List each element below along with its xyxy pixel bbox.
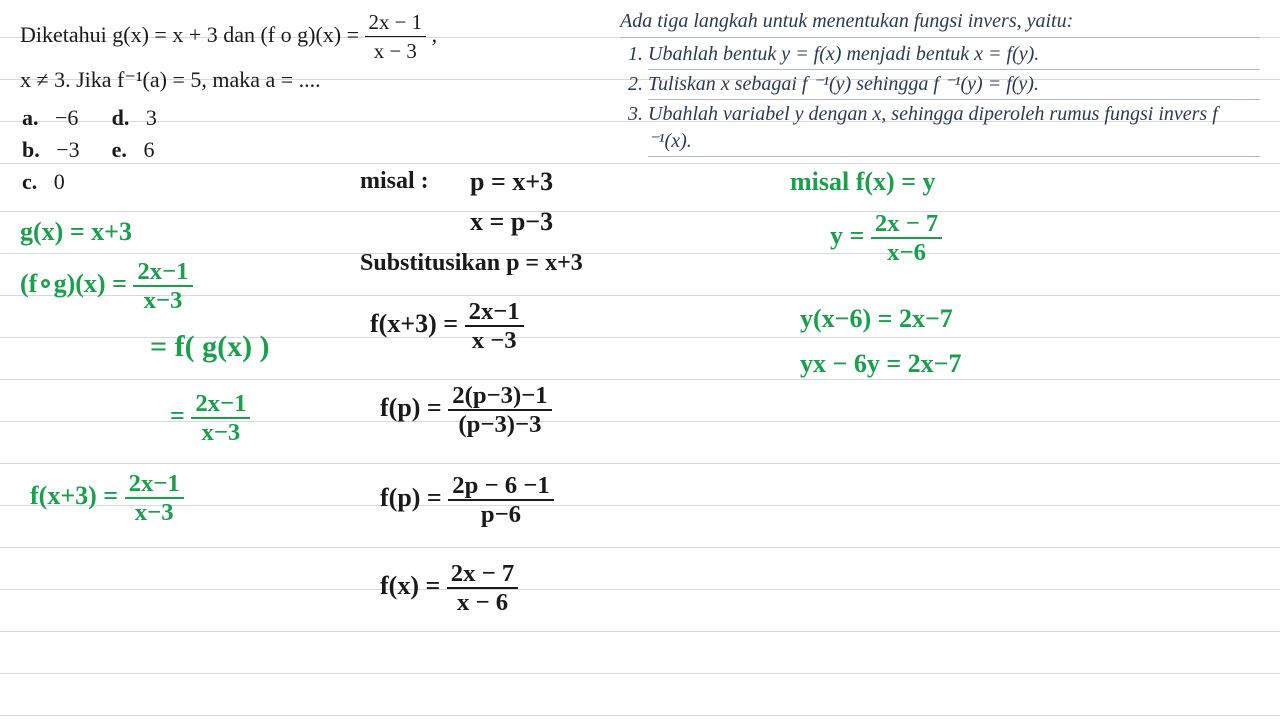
hw-g5: f(x+3) = 2x−1x−3 — [30, 470, 184, 526]
hw-g2: (f∘g)(x) = 2x−1x−3 — [20, 258, 193, 314]
choice-c: c. 0 — [22, 167, 110, 197]
hw-m0: misal : — [360, 168, 429, 194]
hw-r1: y = 2x − 7x−6 — [830, 210, 942, 266]
hint-item-1: Ubahlah bentuk y = f(x) menjadi bentuk x… — [648, 40, 1260, 70]
hw-m6: f(p) = 2p − 6 −1p−6 — [380, 472, 554, 528]
hw-r2: y(x−6) = 2x−7 — [800, 305, 953, 334]
hw-m3: Substitusikan p = x+3 — [360, 250, 583, 276]
hint-item-2: Tuliskan x sebagai f ⁻¹(y) sehingga f ⁻¹… — [648, 70, 1260, 100]
choice-a: a. −6 — [22, 103, 110, 133]
hw-m2: x = p−3 — [470, 208, 553, 237]
hw-m5: f(p) = 2(p−3)−1(p−3)−3 — [380, 382, 552, 438]
problem-fraction: 2x − 1 x − 3 — [365, 8, 427, 65]
hw-m7: f(x) = 2x − 7x − 6 — [380, 560, 518, 616]
hint-item-3: Ubahlah variabel y dengan x, sehingga di… — [648, 100, 1260, 157]
hw-m4: f(x+3) = 2x−1x −3 — [370, 298, 524, 354]
hints-block: Ada tiga langkah untuk menentukan fungsi… — [620, 8, 1260, 157]
hw-r3: yx − 6y = 2x−7 — [800, 350, 961, 379]
problem-text-pre: Diketahui g(x) = x + 3 dan (f o g)(x) = — [20, 22, 365, 47]
hw-g3: = f( g(x) ) — [150, 330, 270, 363]
problem-text-post: , — [432, 22, 438, 47]
hw-m1: p = x+3 — [470, 168, 553, 197]
choice-e: e. 6 — [112, 135, 187, 165]
hw-g1: g(x) = x+3 — [20, 218, 132, 247]
hw-r0: misal f(x) = y — [790, 168, 936, 197]
hints-title: Ada tiga langkah untuk menentukan fungsi… — [620, 8, 1260, 38]
problem-line1: Diketahui g(x) = x + 3 dan (f o g)(x) = … — [20, 8, 437, 65]
choice-d: d. 3 — [112, 103, 187, 133]
hints-list: Ubahlah bentuk y = f(x) menjadi bentuk x… — [620, 40, 1260, 157]
choice-b: b. −3 — [22, 135, 110, 165]
problem-line2: x ≠ 3. Jika f⁻¹(a) = 5, maka a = .... — [20, 65, 437, 95]
hw-g4: = 2x−1x−3 — [170, 390, 250, 446]
choices-table: a. −6 d. 3 b. −3 e. 6 c. 0 — [20, 101, 189, 199]
